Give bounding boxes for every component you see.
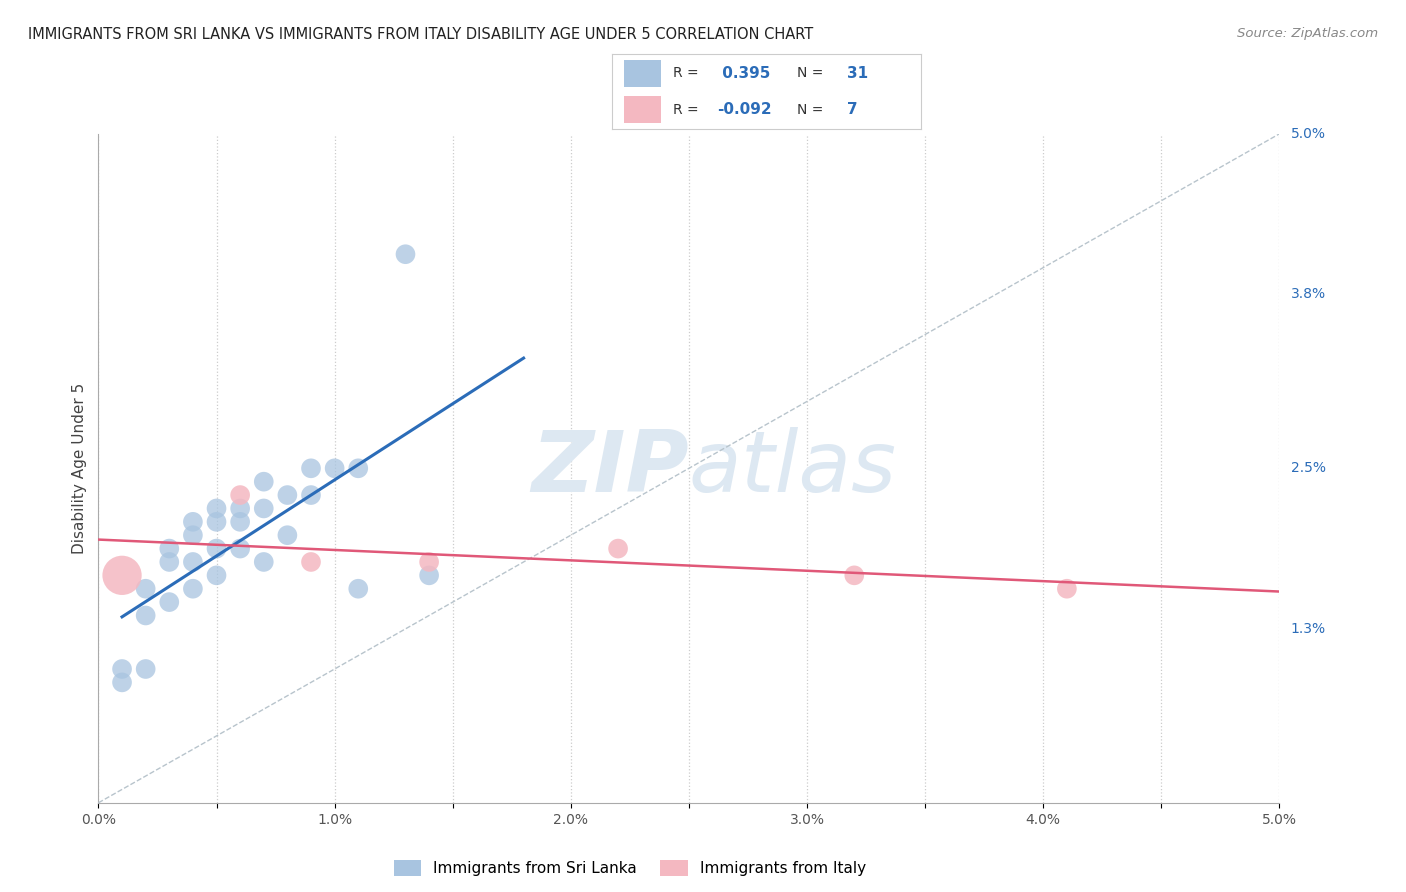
Point: [111, 675, 134, 690]
Point: [607, 541, 630, 556]
Text: 7: 7: [846, 102, 858, 117]
Point: [1056, 582, 1078, 596]
Text: 3.8%: 3.8%: [1291, 287, 1326, 301]
Point: [844, 568, 866, 582]
Point: [135, 582, 157, 596]
Text: 5.0%: 5.0%: [1291, 127, 1326, 141]
Point: [229, 515, 252, 529]
FancyBboxPatch shape: [624, 96, 661, 123]
Text: atlas: atlas: [689, 426, 897, 510]
Point: [111, 662, 134, 676]
Text: 0.395: 0.395: [717, 66, 770, 81]
Point: [181, 515, 204, 529]
Point: [418, 555, 440, 569]
Point: [276, 528, 298, 542]
Point: [181, 528, 204, 542]
Text: IMMIGRANTS FROM SRI LANKA VS IMMIGRANTS FROM ITALY DISABILITY AGE UNDER 5 CORREL: IMMIGRANTS FROM SRI LANKA VS IMMIGRANTS …: [28, 27, 813, 42]
Text: 1.3%: 1.3%: [1291, 622, 1326, 636]
Point: [229, 541, 252, 556]
Point: [157, 555, 180, 569]
Text: 31: 31: [846, 66, 868, 81]
Point: [135, 662, 157, 676]
Point: [347, 582, 370, 596]
Y-axis label: Disability Age Under 5: Disability Age Under 5: [72, 383, 87, 554]
Point: [157, 541, 180, 556]
Text: R =: R =: [673, 103, 699, 117]
Point: [394, 247, 416, 261]
Point: [181, 555, 204, 569]
Point: [229, 488, 252, 502]
Point: [299, 555, 322, 569]
Text: ZIP: ZIP: [531, 426, 689, 510]
Point: [157, 595, 180, 609]
Point: [299, 461, 322, 475]
Point: [253, 555, 276, 569]
Point: [299, 488, 322, 502]
Point: [205, 541, 228, 556]
Point: [111, 568, 134, 582]
Point: [418, 568, 440, 582]
Point: [229, 501, 252, 516]
Point: [205, 515, 228, 529]
Text: 2.5%: 2.5%: [1291, 461, 1326, 475]
Point: [205, 501, 228, 516]
Legend: Immigrants from Sri Lanka, Immigrants from Italy: Immigrants from Sri Lanka, Immigrants fr…: [388, 854, 872, 882]
Point: [181, 582, 204, 596]
Text: R =: R =: [673, 66, 699, 80]
Point: [347, 461, 370, 475]
Text: N =: N =: [797, 103, 824, 117]
Point: [276, 488, 298, 502]
Point: [323, 461, 346, 475]
FancyBboxPatch shape: [624, 60, 661, 87]
Point: [205, 568, 228, 582]
Point: [253, 501, 276, 516]
Point: [253, 475, 276, 489]
Text: -0.092: -0.092: [717, 102, 772, 117]
Text: N =: N =: [797, 66, 824, 80]
Point: [135, 608, 157, 623]
Text: Source: ZipAtlas.com: Source: ZipAtlas.com: [1237, 27, 1378, 40]
